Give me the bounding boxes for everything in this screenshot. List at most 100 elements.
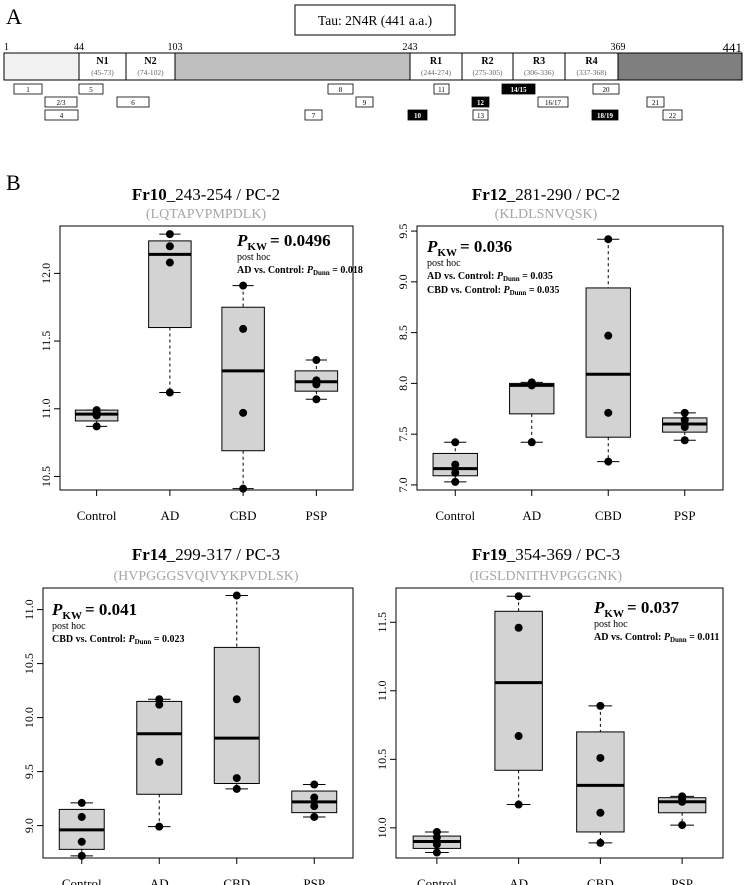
x-tick-label: Control [435,508,475,523]
fragment-rect [501,83,536,95]
domain-name: R4 [585,56,597,67]
data-point [604,457,613,466]
x-tick-label: Control [417,876,457,885]
box-cbd [221,281,265,493]
domain-name: N1 [96,56,108,67]
chart-title: Fr14_299-317 / PC-3 [132,545,280,564]
fragment-rect [78,83,104,95]
data-point [310,802,319,811]
boxplot-panel: Fr10_243-254 / PC-2 (LQTAPVPMPDLK) 10.5 11.… [39,185,363,523]
tau-fragments: 1 2/3 4 5 6 7 8 9 10 11 12 13 14/15 16/17 18/19 20 21 22 [13,83,683,121]
panel-a-letter: A [6,4,22,29]
fragment-rect [433,83,450,95]
posthoc-comparison: AD vs. Control: [427,271,497,282]
fragment-label: 5 [89,86,93,94]
panel-b-letter: B [6,170,21,195]
fragment-box: 20 [592,83,620,95]
data-point [514,623,523,632]
fragment-box: 21 [646,96,665,108]
data-point [432,840,441,849]
fragment-rect [304,109,323,121]
chart-title: Fr10_243-254 / PC-2 [132,185,280,204]
y-tick-label: 11.0 [39,398,53,419]
x-tick-label: Control [62,876,102,885]
boundary-label: 103 [168,42,183,53]
box-cbd [213,591,260,793]
domain-name: R3 [533,56,545,67]
data-point [155,822,164,831]
fragment-box: 14/15 [501,83,536,95]
fragment-label: 1 [26,86,30,94]
data-point [239,324,248,333]
posthoc-comparison: AD vs. Control: [594,632,664,643]
kruskal-wallis-p: PKW = 0.036 [426,237,512,259]
stat-subscript: KW [604,608,624,620]
domain-range: (275-305) [473,68,503,77]
posthoc-p: P [307,265,314,276]
proline-rich-region [175,53,410,80]
data-point [165,258,174,267]
fragment-label: 13 [477,112,485,120]
boundary-label: 1 [4,42,9,53]
fragment-label: 2/3 [57,99,66,107]
posthoc-result: AD vs. Control: PDunn = 0.018 [237,265,363,277]
data-point [451,477,460,486]
box-ad [494,592,543,809]
y-tick-label: 12.0 [39,263,53,284]
fragment-label: 22 [669,112,677,120]
data-point [239,408,248,417]
domain-name: R1 [430,56,442,67]
data-point [596,701,605,710]
fragment-label: 7 [312,112,316,120]
fragment-label: 12 [477,99,485,107]
fragment-rect [592,83,620,95]
box-control [432,438,478,486]
kruskal-wallis-p: PKW = 0.0496 [236,231,331,253]
fragment-rect [662,109,683,121]
data-point [310,812,319,821]
chart-title: Fr12_281-290 / PC-2 [472,185,620,204]
data-point [232,695,241,704]
posthoc-sub: Dunn [313,269,330,277]
boundary-label: 369 [611,42,626,53]
data-point [432,833,441,842]
posthoc-p: P [128,634,135,645]
fragment-rect [355,96,374,108]
n-terminal-region [4,53,79,80]
posthoc-result: AD vs. Control: PDunn = 0.035 [427,271,553,283]
data-point [232,784,241,793]
stat-value: = 0.037 [627,598,680,617]
x-tick-label: CBD [223,876,250,885]
posthoc-result: AD vs. Control: PDunn = 0.011 [594,632,719,644]
stat-p-letter: P [51,600,63,619]
posthoc-sub: Dunn [135,638,152,646]
box-control [58,798,105,860]
chart-title-fragment: Fr14 [132,545,167,564]
tau-boundary-labels: 1 44 103 243 369 441 [4,40,742,55]
y-tick-label: 11.0 [22,599,36,620]
posthoc-value: = 0.035 [520,271,553,282]
domain-r2 [461,52,514,81]
data-point [155,757,164,766]
fragment-box: 16/17 [537,96,569,108]
iqr-box [494,610,543,771]
stat-subscript: KW [62,610,82,622]
posthoc-value: = 0.035 [526,285,559,296]
data-point [92,422,101,431]
fragment-label: 16/17 [545,99,561,107]
fragment-box: 13 [472,109,489,121]
x-tick-label: PSP [674,508,696,523]
fragment-label: 4 [60,112,64,120]
y-tick-label: 8.5 [396,325,410,340]
boundary-label: 243 [403,42,418,53]
box-ad [136,695,183,831]
fragment-label: 10 [414,112,422,120]
box-cbd [576,701,625,847]
x-tick-label: CBD [230,508,257,523]
posthoc-comparison: CBD vs. Control: [427,285,503,296]
domain-name: N2 [144,56,156,67]
data-point [596,753,605,762]
data-point [310,793,319,802]
domain-range: (74-102) [137,68,164,77]
fragment-label: 14/15 [511,86,527,94]
